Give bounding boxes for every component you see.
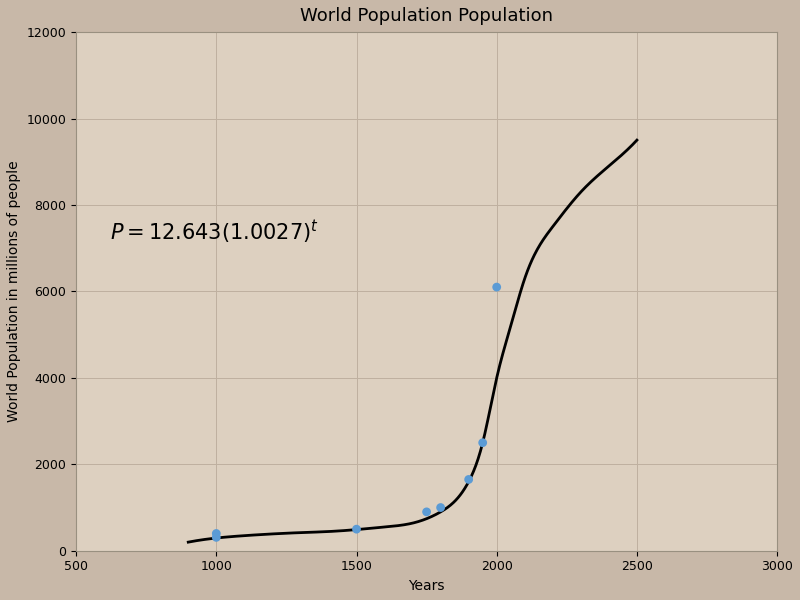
X-axis label: Years: Years [408,579,445,593]
Point [420,507,433,517]
Title: World Population Population: World Population Population [300,7,553,25]
Point [490,282,503,292]
Text: $P = 12.643(1.0027)^t$: $P = 12.643(1.0027)^t$ [110,218,318,245]
Point [210,529,222,538]
Point [350,524,363,534]
Point [210,533,222,542]
Point [434,503,447,512]
Point [476,438,489,448]
Y-axis label: World Population in millions of people: World Population in millions of people [7,161,21,422]
Point [462,475,475,484]
